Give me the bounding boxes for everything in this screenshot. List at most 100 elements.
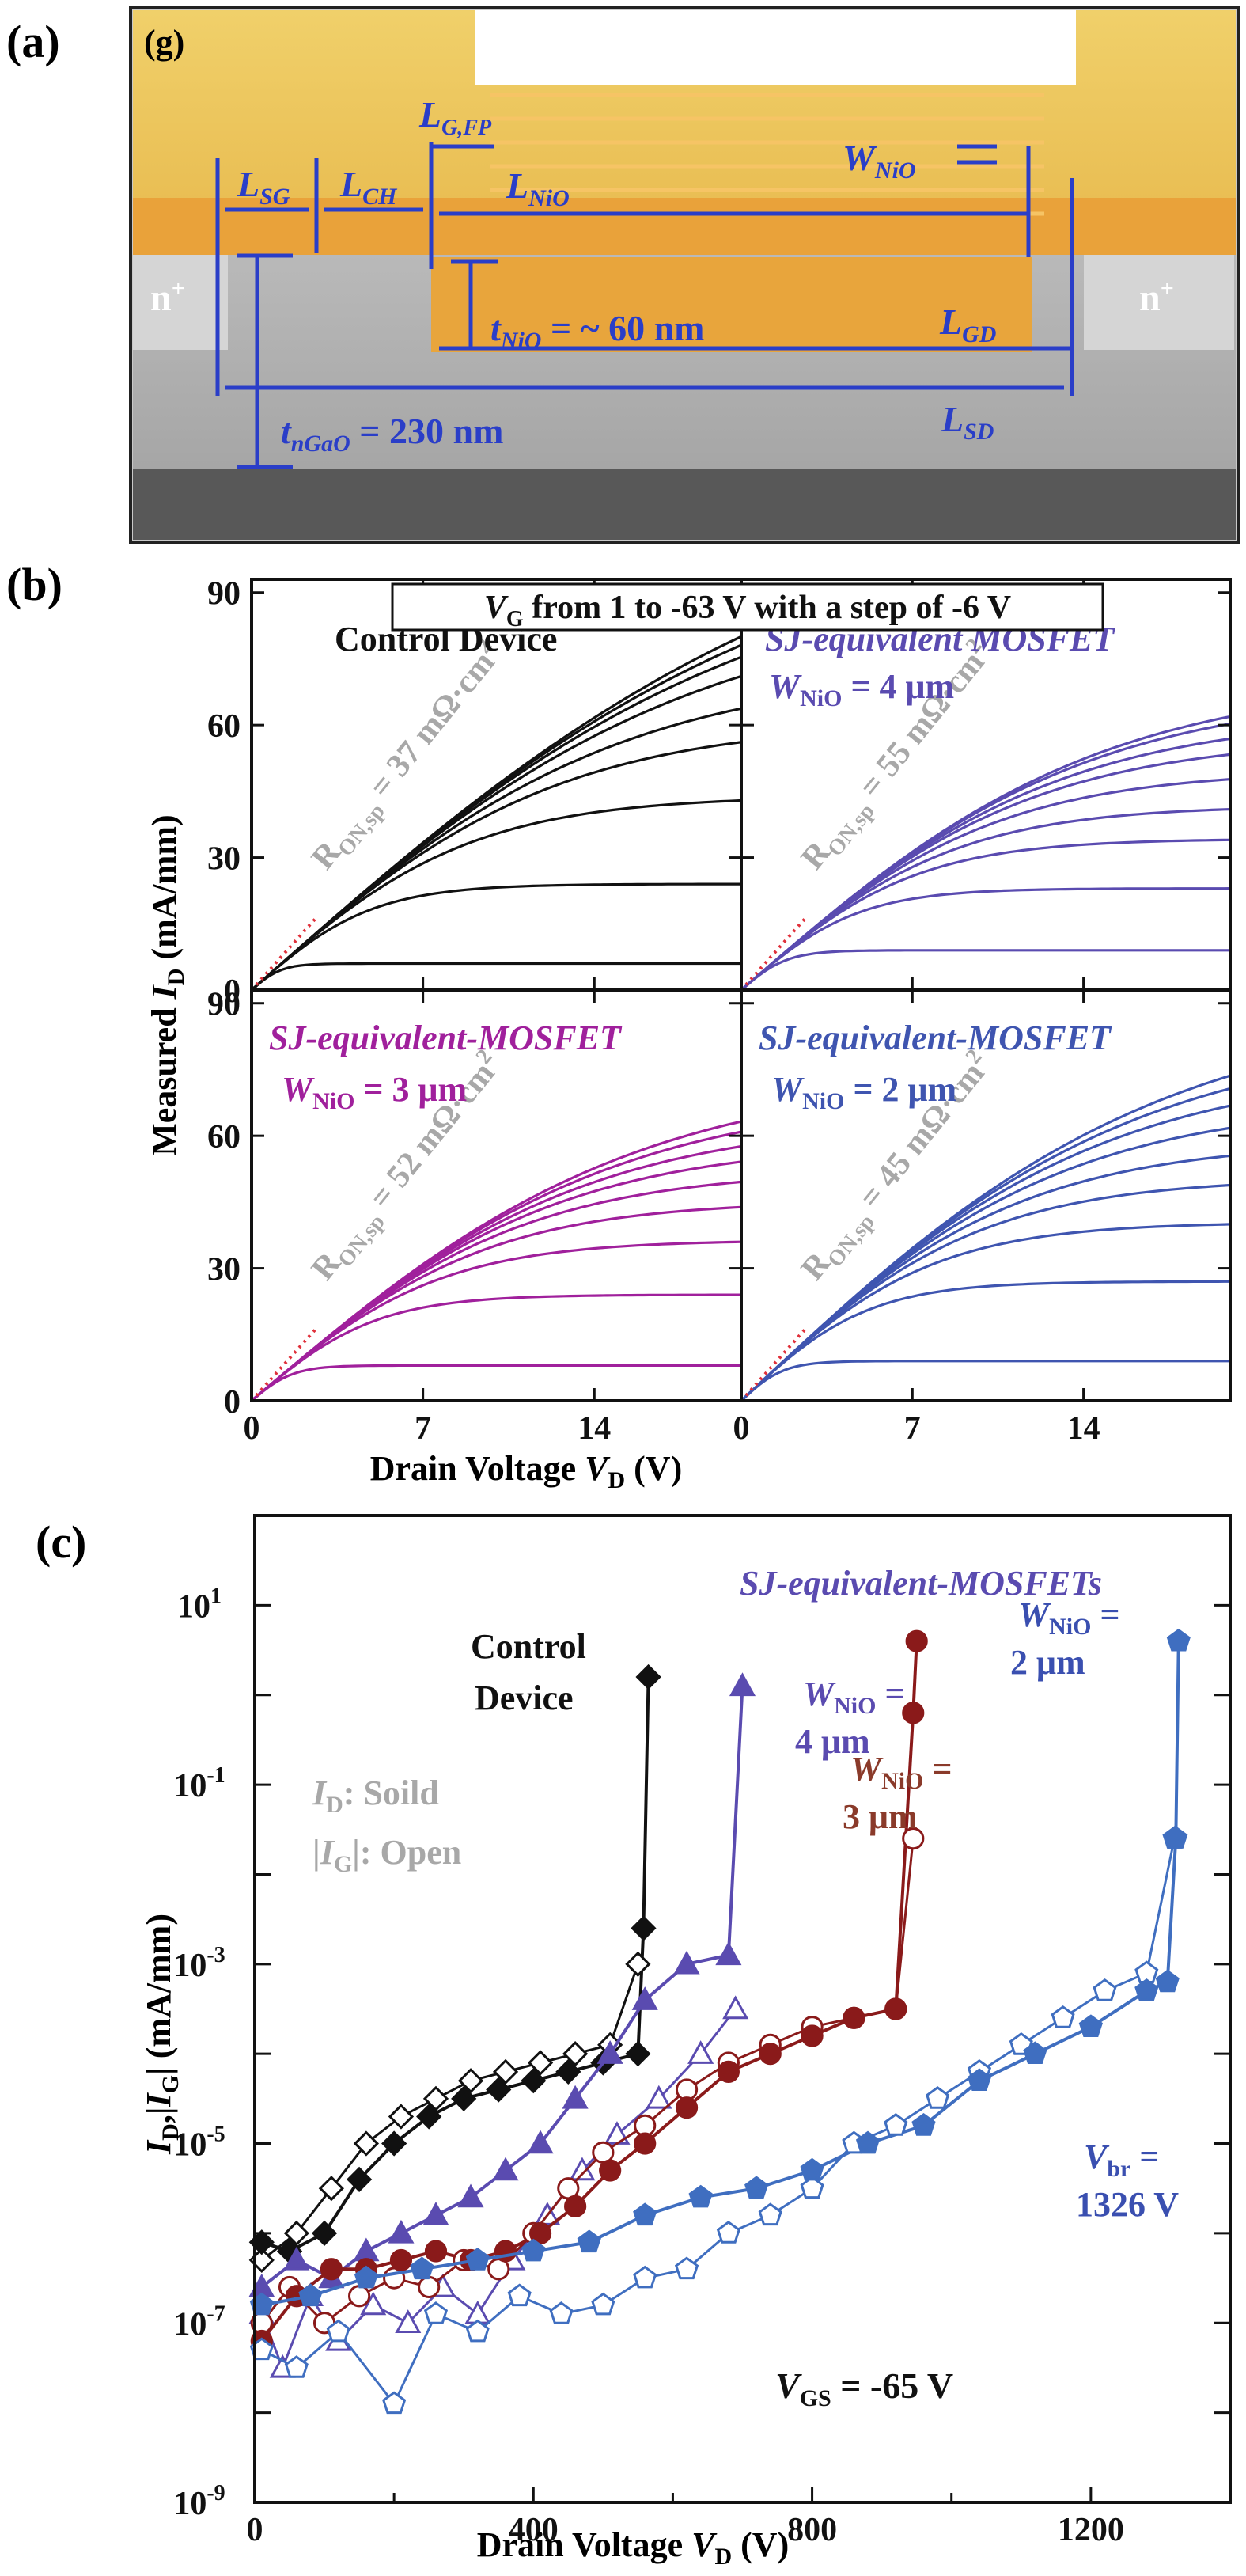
control-label-2: Device <box>475 1679 574 1717</box>
label-wnio: WNiO <box>843 138 916 184</box>
tick-base: 10 <box>173 2306 206 2343</box>
label-n-plus-left: n+ <box>150 275 185 319</box>
pentagon-marker <box>249 2292 274 2316</box>
series-1 <box>248 1664 661 2274</box>
pentagon-marker <box>326 2319 350 2343</box>
pentagon-marker <box>284 2355 309 2378</box>
x-tick-label: 0 <box>733 1410 750 1447</box>
tick-exp: 1 <box>210 1584 222 1608</box>
subplot-4-curves <box>741 1074 1230 1401</box>
pentagon-marker <box>1155 1969 1180 1993</box>
pentagon-marker <box>521 2238 546 2262</box>
iv-curve <box>741 1280 1230 1401</box>
w-subscript: NiO <box>834 1693 876 1719</box>
ron-fit-line <box>250 917 316 992</box>
id-line <box>261 1641 1180 2307</box>
subplot-1-curves <box>252 635 741 990</box>
diamond-marker <box>486 2077 512 2103</box>
x-tick-label: 800 <box>787 2512 837 2548</box>
iv-curve <box>741 1223 1230 1401</box>
w-equals: = <box>1091 1595 1119 1634</box>
pentagon-marker <box>465 2319 490 2343</box>
circle-marker <box>759 2043 782 2066</box>
x-tick-label: 14 <box>578 1410 611 1447</box>
diamond-marker <box>416 2104 442 2130</box>
pentagon-marker <box>1051 2005 1075 2028</box>
series-4 <box>249 1628 1191 2415</box>
x-tick-label: 400 <box>509 2512 559 2548</box>
y-tick-label: 60 <box>207 1119 240 1155</box>
y-tick-label: 10-1 <box>173 1763 225 1804</box>
dimension-labels: LSG LCH LG,FP LNiO WNiO tNiO = ~ 60 nm L… <box>237 94 996 457</box>
diamond-marker <box>521 2068 547 2094</box>
label-lch: LCH <box>339 164 398 210</box>
w-equals: = <box>1130 2138 1159 2176</box>
w-value: 3 μm <box>843 1797 918 1836</box>
subplot-wnio-label: WNiO = 4 μm <box>769 667 954 711</box>
label-lgd: LGD <box>939 302 996 347</box>
w2-label: WNiO = 2 μm <box>1010 1595 1120 1682</box>
iv-curve <box>252 882 741 990</box>
iv-curve <box>741 753 1230 990</box>
iv-curve <box>252 962 741 990</box>
y-tick-label: 101 <box>177 1584 222 1625</box>
diamond-marker <box>451 2085 477 2111</box>
pentagon-marker <box>249 2337 274 2361</box>
vgs-value: = -65 V <box>831 2365 953 2406</box>
wnio-value: = 3 μm <box>354 1070 467 1109</box>
tick-exp: -9 <box>206 2481 225 2506</box>
triangle-marker <box>422 2202 449 2225</box>
circle-marker <box>424 2240 448 2263</box>
pentagon-marker <box>382 2391 407 2415</box>
w-subscript: NiO <box>1049 1614 1091 1640</box>
pentagon-marker <box>298 2283 323 2307</box>
diamond-marker <box>457 2068 484 2094</box>
triangle-marker <box>722 1995 749 2020</box>
pentagon-marker <box>800 2176 824 2199</box>
y-tick-label: 0 <box>224 973 240 1010</box>
pentagon-marker <box>716 2221 740 2244</box>
x-tick-label: 0 <box>247 2512 263 2548</box>
y-tick-label: 10-9 <box>173 2481 225 2522</box>
pentagon-marker <box>633 2265 657 2289</box>
tick-base: 10 <box>173 2486 206 2522</box>
legend-sub: D <box>326 1792 343 1818</box>
diamond-marker <box>283 2220 309 2247</box>
control-label-1: Control <box>471 1627 586 1666</box>
y-tick-label: 0 <box>224 1384 240 1421</box>
w-subscript: NiO <box>881 1768 923 1794</box>
vgs-var: V <box>775 2365 802 2406</box>
diamond-marker <box>311 2220 338 2247</box>
vbr-label: Vbr = 1326 V <box>1076 2138 1179 2224</box>
ig-line <box>260 1963 639 2262</box>
triangle-marker <box>360 2291 387 2316</box>
diamond-marker <box>631 1915 657 1941</box>
y-tick-label: 30 <box>207 841 240 878</box>
pentagon-marker <box>926 2086 950 2109</box>
circle-marker <box>389 2248 413 2272</box>
pentagon-marker <box>688 2184 713 2208</box>
pentagon-marker <box>1078 2014 1103 2037</box>
pentagon-marker <box>884 2113 908 2136</box>
panel-a: (a) (g) <box>6 6 1240 544</box>
label-lsd: LSD <box>941 399 994 445</box>
pentagon-marker <box>423 2301 449 2324</box>
legend-open: |IG|: Open <box>312 1833 461 1877</box>
triangle-marker <box>457 2183 484 2208</box>
inset-label: (g) <box>144 23 184 62</box>
w-symbol: W <box>850 1750 884 1789</box>
triangle-marker <box>562 2085 589 2109</box>
circle-marker <box>905 1629 928 1652</box>
subplot-title: SJ-equivalent-MOSFET <box>269 1019 623 1057</box>
circle-marker <box>418 2275 441 2299</box>
circle-marker <box>675 2096 699 2119</box>
diamond-marker <box>318 2176 345 2202</box>
ron-fit-line <box>740 917 806 992</box>
wnio-value: = 2 μm <box>844 1070 956 1109</box>
y-tick-label: 10-3 <box>173 1943 225 1984</box>
diamond-marker <box>562 2041 589 2067</box>
pentagon-marker <box>354 2265 378 2289</box>
